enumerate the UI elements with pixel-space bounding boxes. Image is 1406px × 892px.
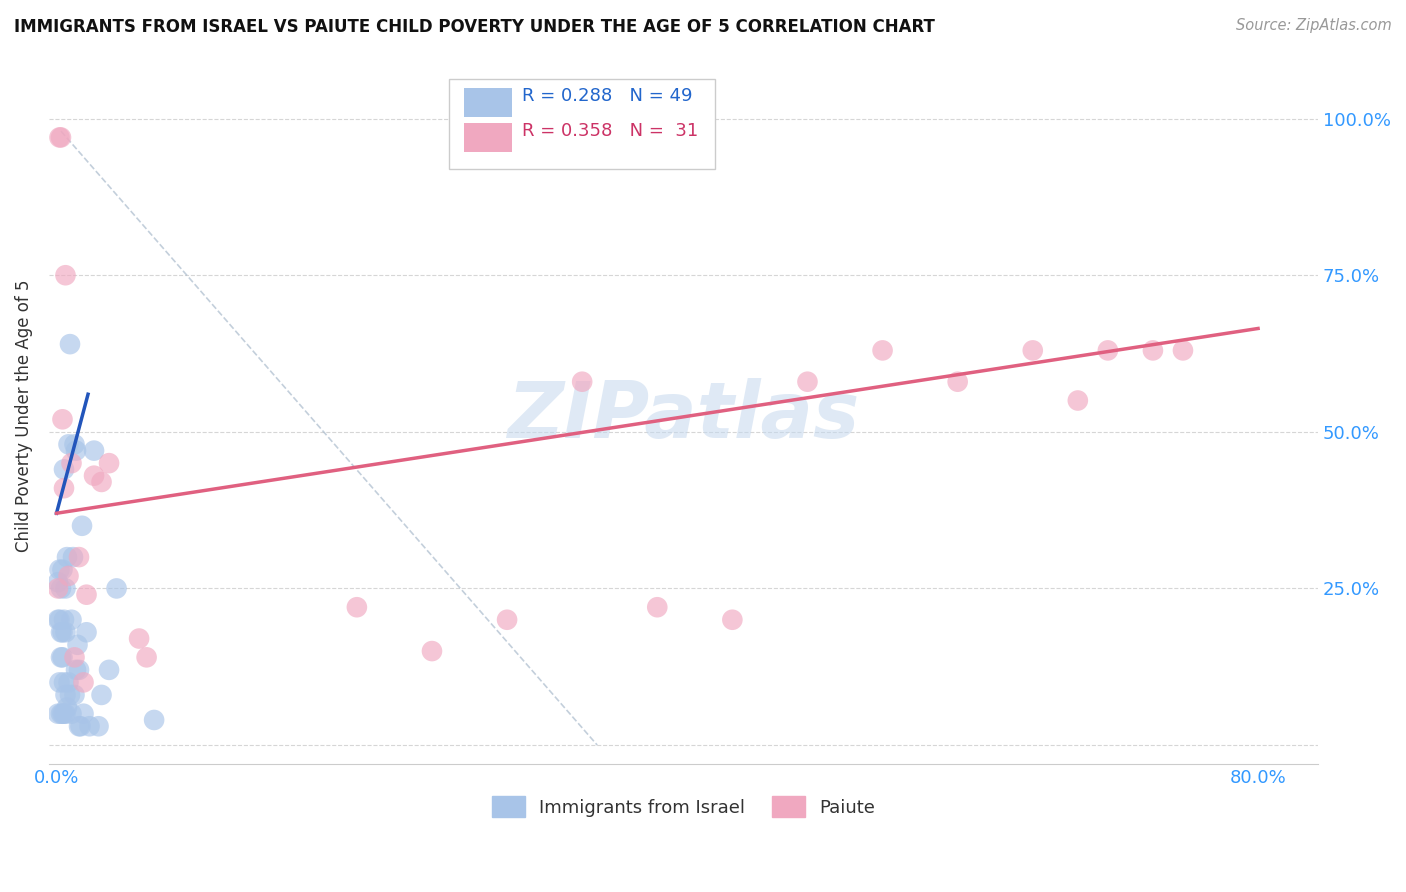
- Point: [65, 663, 87, 677]
- Point: [59, 337, 82, 351]
- Point: [83, 443, 105, 458]
- Point: [721, 613, 744, 627]
- Point: [1171, 343, 1194, 358]
- Point: [496, 613, 519, 627]
- Point: [46, 613, 69, 627]
- Point: [63, 437, 86, 451]
- Point: [55, 582, 77, 596]
- Point: [55, 706, 77, 721]
- Point: [796, 375, 818, 389]
- Point: [46, 575, 69, 590]
- Point: [55, 268, 77, 283]
- Text: R = 0.288   N = 49: R = 0.288 N = 49: [523, 87, 693, 105]
- Point: [63, 688, 86, 702]
- Point: [67, 719, 90, 733]
- Point: [49, 706, 72, 721]
- Point: [53, 706, 76, 721]
- Point: [56, 700, 79, 714]
- Point: [83, 468, 105, 483]
- Point: [1097, 343, 1119, 358]
- Point: [55, 625, 77, 640]
- Point: [49, 582, 72, 596]
- Point: [72, 675, 94, 690]
- Point: [872, 343, 894, 358]
- Point: [60, 706, 83, 721]
- Point: [51, 706, 73, 721]
- Point: [105, 582, 128, 596]
- Point: [49, 130, 72, 145]
- Point: [72, 706, 94, 721]
- Point: [58, 675, 80, 690]
- Point: [51, 412, 73, 426]
- Point: [58, 569, 80, 583]
- Point: [60, 456, 83, 470]
- Point: [51, 625, 73, 640]
- Text: ZIPatlas: ZIPatlas: [508, 378, 859, 454]
- Point: [46, 706, 69, 721]
- Point: [48, 130, 70, 145]
- Point: [53, 462, 76, 476]
- Point: [98, 456, 121, 470]
- Point: [46, 582, 69, 596]
- Point: [55, 688, 77, 702]
- Point: [98, 663, 121, 677]
- Legend: Immigrants from Israel, Paiute: Immigrants from Israel, Paiute: [485, 789, 882, 824]
- Point: [946, 375, 969, 389]
- Point: [60, 613, 83, 627]
- Point: [90, 688, 112, 702]
- Point: [67, 663, 90, 677]
- Y-axis label: Child Poverty Under the Age of 5: Child Poverty Under the Age of 5: [15, 280, 32, 552]
- Point: [58, 437, 80, 451]
- Point: [69, 719, 91, 733]
- Point: [76, 588, 98, 602]
- Point: [66, 638, 89, 652]
- Point: [48, 613, 70, 627]
- Point: [53, 481, 76, 495]
- Text: IMMIGRANTS FROM ISRAEL VS PAIUTE CHILD POVERTY UNDER THE AGE OF 5 CORRELATION CH: IMMIGRANTS FROM ISRAEL VS PAIUTE CHILD P…: [14, 18, 935, 36]
- Point: [346, 600, 368, 615]
- Point: [65, 443, 87, 458]
- Point: [1142, 343, 1164, 358]
- Point: [51, 563, 73, 577]
- Point: [49, 650, 72, 665]
- Point: [56, 550, 79, 565]
- Point: [48, 675, 70, 690]
- FancyBboxPatch shape: [464, 123, 512, 152]
- Point: [76, 625, 98, 640]
- Point: [420, 644, 443, 658]
- Point: [49, 625, 72, 640]
- Text: R = 0.358   N =  31: R = 0.358 N = 31: [523, 122, 699, 140]
- Point: [571, 375, 593, 389]
- Point: [1022, 343, 1045, 358]
- Point: [79, 719, 101, 733]
- Point: [143, 713, 166, 727]
- Point: [48, 563, 70, 577]
- Point: [87, 719, 110, 733]
- Point: [59, 688, 82, 702]
- Point: [135, 650, 157, 665]
- Point: [128, 632, 150, 646]
- Point: [62, 550, 84, 565]
- Point: [67, 550, 90, 565]
- Point: [90, 475, 112, 489]
- Point: [70, 518, 93, 533]
- Point: [63, 650, 86, 665]
- Text: Source: ZipAtlas.com: Source: ZipAtlas.com: [1236, 18, 1392, 33]
- FancyBboxPatch shape: [464, 88, 512, 117]
- Point: [645, 600, 668, 615]
- FancyBboxPatch shape: [449, 79, 716, 169]
- Point: [51, 650, 73, 665]
- Point: [53, 613, 76, 627]
- Point: [53, 675, 76, 690]
- Point: [1067, 393, 1090, 408]
